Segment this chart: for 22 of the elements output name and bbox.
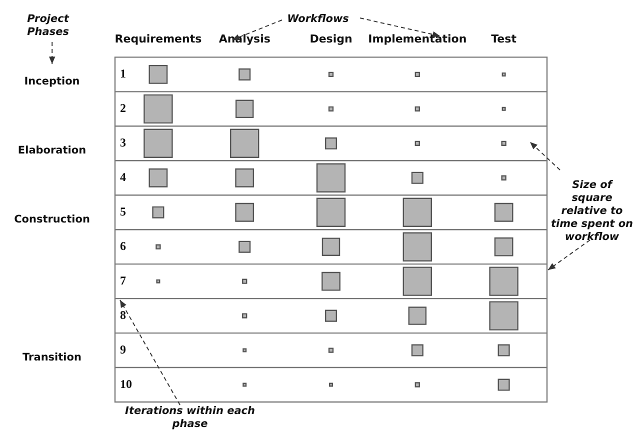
text: Iterations within each phase: [125, 404, 255, 430]
text: Inception: [24, 76, 80, 88]
text: Transition: [22, 352, 82, 364]
y-tick-label: 2: [120, 101, 126, 116]
y-tick-label: 7: [120, 273, 126, 288]
y-tick-label: 5: [120, 204, 126, 218]
text: Project Phases: [27, 12, 70, 38]
y-tick-label: 6: [120, 238, 126, 253]
y-tick-label: 1: [120, 66, 126, 81]
text: Workflows: [287, 12, 349, 25]
text: Size of square relative to time spent on workflow: [550, 178, 634, 243]
y-tick-label: 8: [120, 308, 126, 322]
x-tick-label: Design: [310, 32, 352, 46]
y-tick-label: 9: [120, 342, 126, 356]
x-tick-label: Test: [491, 32, 516, 46]
y-tick-label: 10: [120, 376, 132, 391]
text: Elaboration: [18, 144, 86, 157]
y-tick-label: 4: [120, 170, 126, 184]
y-tick-label: 3: [120, 135, 126, 150]
x-tick-label: Implementation: [368, 32, 467, 46]
x-tick-label: Requirements: [114, 32, 202, 46]
text: Construction: [14, 214, 90, 226]
